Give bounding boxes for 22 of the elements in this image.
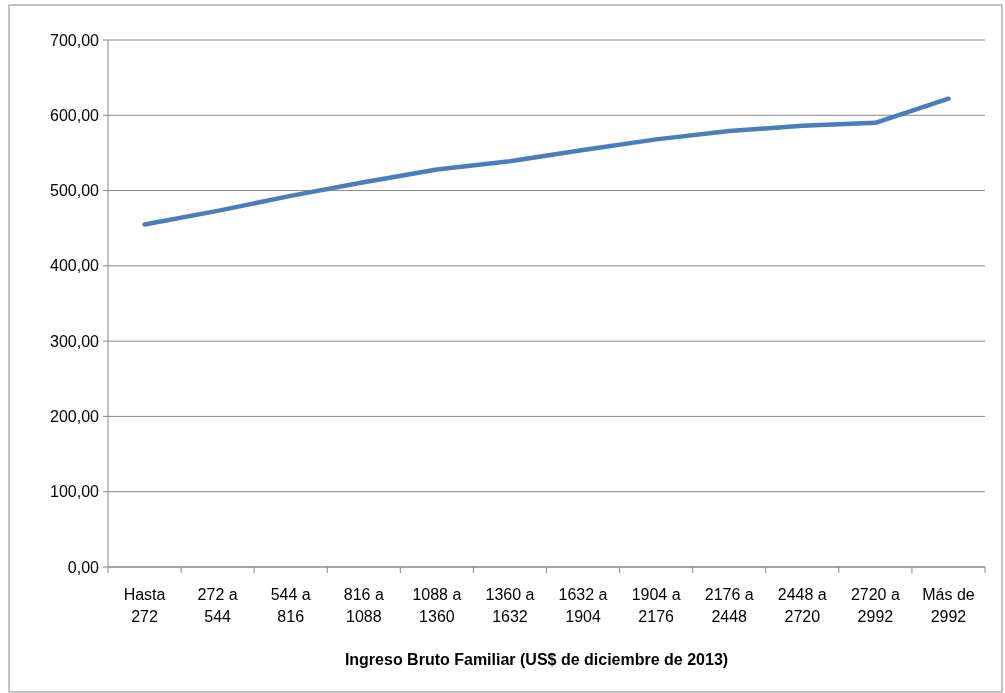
x-tick-label: Hasta 272 xyxy=(123,586,166,625)
x-tick-label: 816 a 1088 xyxy=(343,586,384,625)
x-tick-label: Más de 2992 xyxy=(922,586,975,625)
y-tick-label: 100,00 xyxy=(50,483,100,501)
y-tick-label: 600,00 xyxy=(50,106,100,124)
x-tick-label: 2448 a 2720 xyxy=(777,586,827,625)
x-tick-label: 1632 a 1904 xyxy=(558,586,608,625)
x-tick-label: 1904 a 2176 xyxy=(631,586,681,625)
x-tick-label: 544 a 816 xyxy=(270,586,311,625)
y-tick-label: 0,00 xyxy=(67,558,100,576)
x-axis-title: Ingreso Bruto Familiar (US$ de diciembre de 2013) xyxy=(344,651,729,668)
y-tick-label: 500,00 xyxy=(50,182,100,200)
y-tick-label: 200,00 xyxy=(50,408,100,426)
x-tick-label: 1360 a 1632 xyxy=(485,586,535,625)
y-tick-label: 400,00 xyxy=(50,257,100,275)
x-tick-label: 1088 a 1360 xyxy=(412,586,462,625)
line-series xyxy=(142,96,951,227)
x-tick-label: 2176 a 2448 xyxy=(704,586,754,625)
y-tick-label: 300,00 xyxy=(50,332,100,350)
y-tick-label: 700,00 xyxy=(50,31,100,49)
x-tick-label: 272 a 544 xyxy=(197,586,238,625)
x-tick-label: 2720 a 2992 xyxy=(850,586,900,625)
